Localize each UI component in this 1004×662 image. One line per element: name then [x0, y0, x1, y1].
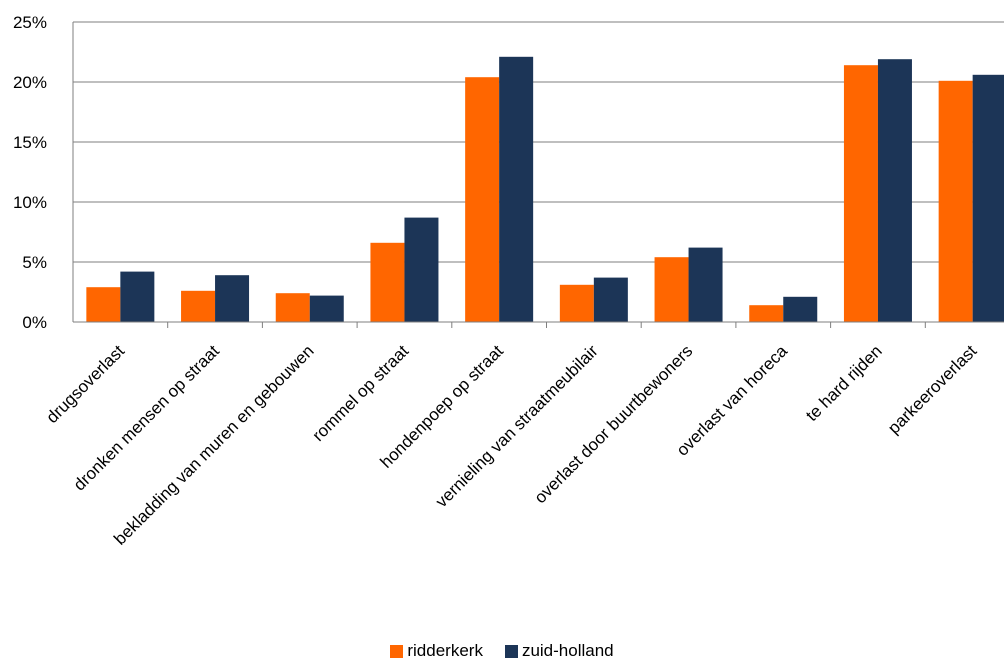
- bar-ridderkerk: [938, 80, 973, 322]
- legend-label-zuid-holland: zuid-holland: [521, 641, 614, 660]
- bar-zuid-holland: [972, 74, 1004, 322]
- y-tick-label: 20%: [13, 73, 47, 92]
- bar-zuid-holland: [688, 247, 723, 322]
- bar-zuid-holland: [120, 271, 155, 322]
- bar-zuid-holland: [309, 295, 344, 322]
- bar-zuid-holland: [593, 277, 628, 322]
- y-tick-label: 10%: [13, 193, 47, 212]
- legend-item-zuid-holland: zuid-holland: [504, 641, 614, 661]
- x-tick-label: parkeeroverlast: [884, 341, 980, 437]
- bar-ridderkerk: [654, 257, 689, 322]
- x-tick-label: overlast door buurtbewoners: [531, 341, 697, 507]
- x-tick-label: bekladding van muren en gebouwen: [110, 341, 317, 548]
- bar-ridderkerk: [275, 293, 310, 322]
- y-tick-label: 25%: [13, 13, 47, 32]
- y-tick-label: 15%: [13, 133, 47, 152]
- bar-ridderkerk: [843, 65, 878, 322]
- bar-zuid-holland: [215, 275, 250, 322]
- legend-swatch-zuid-holland: [504, 644, 518, 658]
- bar-ridderkerk: [559, 284, 594, 322]
- legend-label-ridderkerk: ridderkerk: [407, 641, 483, 660]
- legend-swatch-ridderkerk: [390, 644, 404, 658]
- legend: ridderkerk zuid-holland: [0, 641, 1004, 661]
- bar-zuid-holland: [404, 217, 439, 322]
- x-tick-label: vernieling van straatmeubilair: [432, 341, 602, 511]
- bar-zuid-holland: [499, 56, 534, 323]
- bar-ridderkerk: [86, 287, 121, 322]
- bar-zuid-holland: [877, 59, 912, 322]
- legend-item-ridderkerk: ridderkerk: [390, 641, 483, 661]
- bar-ridderkerk: [370, 242, 405, 322]
- x-tick-label: drugsoverlast: [43, 341, 129, 427]
- x-tick-label: rommel op straat: [309, 341, 413, 445]
- y-tick-label: 0%: [22, 313, 47, 332]
- bar-ridderkerk: [749, 305, 784, 322]
- bars: [86, 56, 1004, 323]
- y-tick-label: 5%: [22, 253, 47, 272]
- y-axis: 0% 5% 10% 15% 20% 25%: [13, 13, 74, 332]
- bar-zuid-holland: [783, 296, 818, 322]
- bar-ridderkerk: [181, 290, 216, 322]
- x-tick-label: te hard rijden: [802, 341, 886, 425]
- bar-ridderkerk: [465, 77, 500, 322]
